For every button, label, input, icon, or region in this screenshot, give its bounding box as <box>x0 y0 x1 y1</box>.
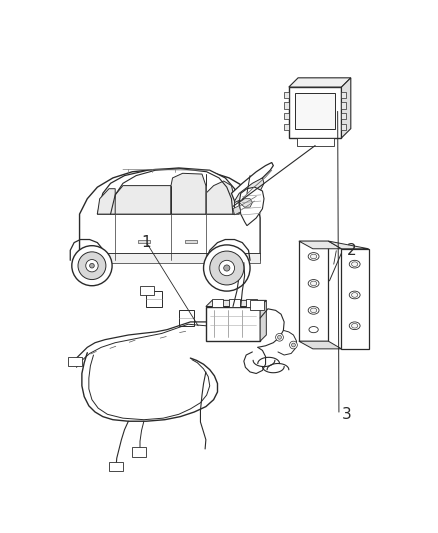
Bar <box>250 301 264 310</box>
Polygon shape <box>113 185 171 214</box>
Polygon shape <box>231 163 273 201</box>
Polygon shape <box>146 291 162 306</box>
Circle shape <box>278 335 282 339</box>
Polygon shape <box>284 124 289 130</box>
Polygon shape <box>233 206 241 215</box>
Circle shape <box>224 265 230 271</box>
Polygon shape <box>206 181 235 214</box>
Circle shape <box>204 245 250 291</box>
Circle shape <box>292 343 295 347</box>
Circle shape <box>276 334 283 341</box>
Circle shape <box>290 341 297 349</box>
Polygon shape <box>239 187 264 225</box>
Circle shape <box>219 260 235 276</box>
Text: 2: 2 <box>347 243 357 258</box>
Polygon shape <box>284 92 289 98</box>
Ellipse shape <box>352 262 358 266</box>
Polygon shape <box>284 113 289 119</box>
Polygon shape <box>80 169 260 260</box>
Polygon shape <box>97 189 115 214</box>
Bar <box>68 357 82 366</box>
Polygon shape <box>342 102 346 109</box>
Polygon shape <box>342 113 346 119</box>
Text: 3: 3 <box>342 407 352 422</box>
Ellipse shape <box>311 254 317 259</box>
Polygon shape <box>297 138 334 146</box>
Polygon shape <box>289 87 342 138</box>
Polygon shape <box>206 306 260 341</box>
Polygon shape <box>299 241 328 341</box>
Ellipse shape <box>349 260 360 268</box>
Polygon shape <box>239 199 252 207</box>
Bar <box>109 462 123 471</box>
Ellipse shape <box>309 327 318 333</box>
Polygon shape <box>289 78 351 87</box>
Circle shape <box>90 263 94 268</box>
Ellipse shape <box>308 306 319 314</box>
Ellipse shape <box>308 280 319 287</box>
Polygon shape <box>80 253 260 263</box>
Text: 1: 1 <box>141 235 151 250</box>
Ellipse shape <box>308 253 319 260</box>
Polygon shape <box>97 168 239 214</box>
Bar <box>132 447 146 457</box>
Circle shape <box>72 246 112 286</box>
Ellipse shape <box>311 308 317 313</box>
Polygon shape <box>246 299 257 306</box>
Circle shape <box>86 260 98 272</box>
Bar <box>185 239 197 244</box>
Bar <box>140 286 154 295</box>
Polygon shape <box>328 241 369 249</box>
Polygon shape <box>260 301 266 341</box>
Ellipse shape <box>349 291 360 299</box>
Ellipse shape <box>352 324 358 328</box>
Bar <box>138 239 150 244</box>
Bar <box>295 93 336 128</box>
Ellipse shape <box>311 281 317 286</box>
Polygon shape <box>342 249 369 349</box>
Polygon shape <box>284 102 289 109</box>
Circle shape <box>78 252 106 280</box>
Polygon shape <box>299 341 342 349</box>
Polygon shape <box>229 299 240 306</box>
Polygon shape <box>342 92 346 98</box>
Ellipse shape <box>352 293 358 297</box>
Ellipse shape <box>349 322 360 329</box>
Polygon shape <box>212 299 223 306</box>
Polygon shape <box>179 310 194 326</box>
Polygon shape <box>299 241 342 249</box>
Polygon shape <box>206 301 266 306</box>
Polygon shape <box>171 173 206 214</box>
Polygon shape <box>342 78 351 138</box>
Polygon shape <box>342 124 346 130</box>
Polygon shape <box>235 178 264 203</box>
Circle shape <box>210 251 244 285</box>
